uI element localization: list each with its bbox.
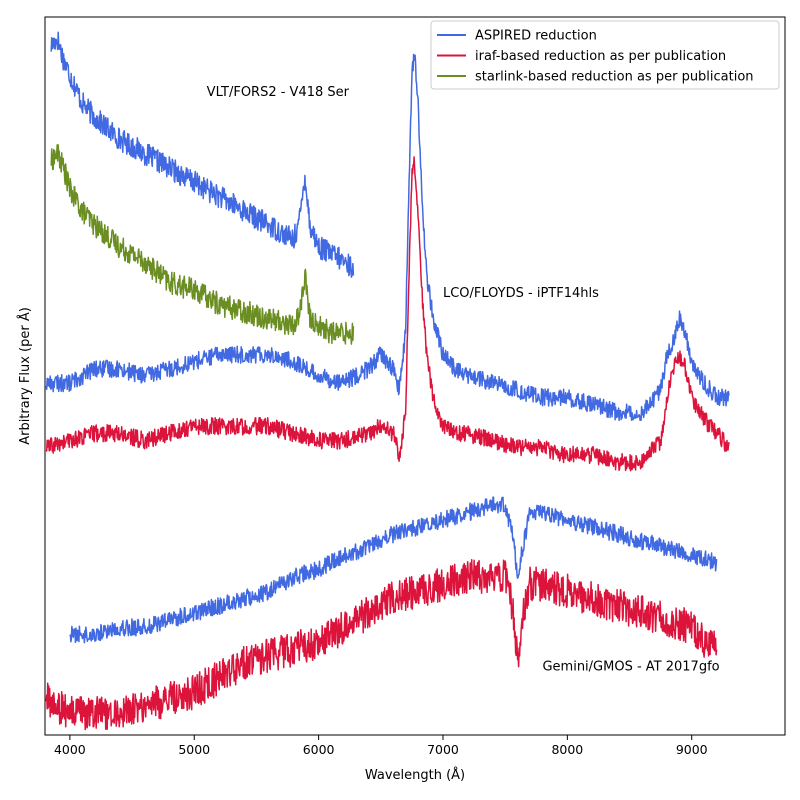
series-line-vlt-fors2-aspired [50, 31, 355, 278]
annotation-label: LCO/FLOYDS - iPTF14hls [443, 286, 599, 301]
annotation-label: Gemini/GMOS - AT 2017gfo [542, 659, 719, 674]
y-axis-label: Arbitrary Flux (per Å) [17, 307, 33, 445]
legend-frame [430, 20, 780, 90]
x-tick-label: 8000 [551, 742, 583, 757]
x-tick-label: 5000 [178, 742, 210, 757]
legend-label: starlink-based reduction as per publicat… [475, 70, 754, 85]
x-axis-label: Wavelength (Å) [365, 767, 465, 783]
series-line-lco-floyds-iraf [45, 156, 730, 472]
series-line-vlt-fors2-starlink [50, 144, 355, 345]
series-line-gemini-gmos-aspired [69, 496, 718, 644]
series-line-lco-floyds-aspired [45, 53, 730, 422]
legend-label: iraf-based reduction as per publication [475, 49, 726, 64]
plot-frame [44, 16, 786, 736]
x-tick-label: 4000 [54, 742, 86, 757]
series-line-gemini-gmos-iraf [45, 559, 718, 731]
series-layer [45, 31, 730, 731]
x-tick-label: 7000 [427, 742, 459, 757]
annotation-label: VLT/FORS2 - V418 Ser [207, 85, 350, 100]
legend: ASPIRED reduction iraf-based reduction as… [430, 20, 780, 90]
legend-label: ASPIRED reduction [475, 29, 597, 44]
x-tick-label: 9000 [676, 742, 708, 757]
x-tick-label: 6000 [303, 742, 335, 757]
x-axis: 4000 5000 6000 7000 8000 9000 [54, 735, 708, 757]
annotations: VLT/FORS2 - V418 Ser LCO/FLOYDS - iPTF14h… [207, 85, 720, 674]
